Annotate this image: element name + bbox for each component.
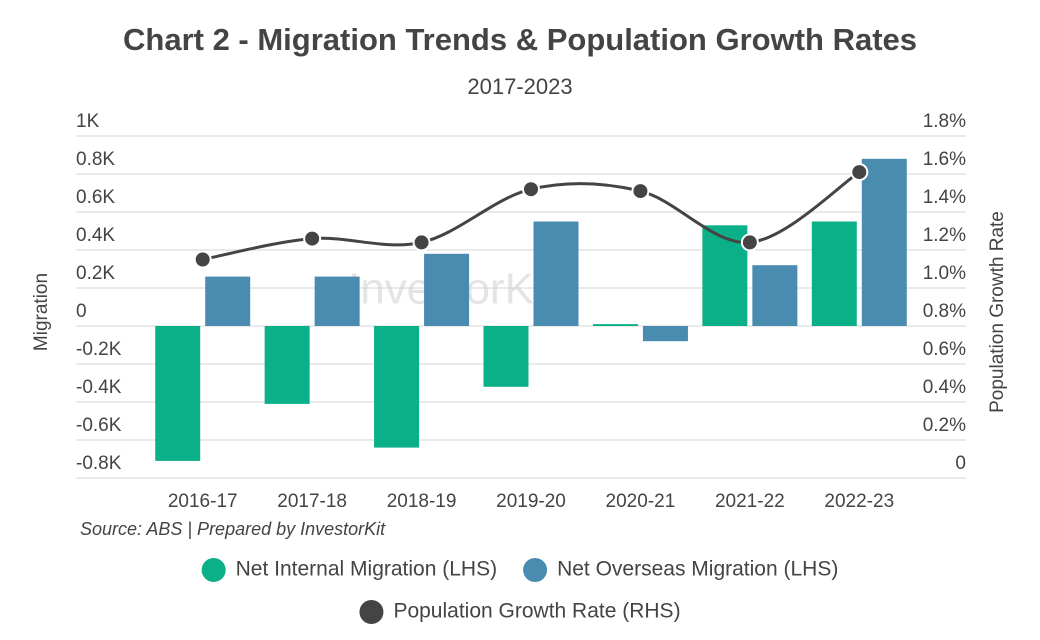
y2-tick-label: 1.0%: [923, 263, 966, 284]
y-tick-label: 0.8K: [76, 149, 115, 170]
bar: [533, 221, 579, 326]
y-tick-label: 0: [76, 301, 87, 322]
y-axis-label: Migration: [31, 273, 52, 351]
y-tick-label: 0.4K: [76, 225, 115, 246]
y2-tick-label: 0.4%: [923, 377, 966, 398]
bar: [811, 221, 857, 326]
line-point: [522, 180, 540, 199]
x-tick-label: 2020-21: [606, 491, 676, 512]
y2-tick-label: 0.2%: [923, 415, 966, 436]
chart-title: Chart 2 - Migration Trends & Population …: [123, 22, 917, 57]
x-tick-label: 2019-20: [496, 491, 566, 512]
legend-swatch: [359, 600, 384, 624]
y2-axis-label: Population Growth Rate: [987, 211, 1008, 413]
legend-swatch: [523, 558, 548, 582]
bar: [642, 326, 688, 342]
x-tick-label: 2017-18: [277, 491, 347, 512]
bar: [483, 326, 529, 387]
legend-label: Net Overseas Migration (LHS): [557, 558, 838, 581]
bar: [592, 324, 638, 326]
y-tick-label: -0.4K: [76, 377, 122, 398]
x-tick-label: 2022-23: [824, 491, 894, 512]
line-point: [850, 163, 869, 182]
line-point: [740, 233, 759, 252]
line-point: [303, 229, 322, 248]
bar: [702, 225, 748, 326]
legend-label: Population Growth Rate (RHS): [393, 600, 680, 623]
chart-subtitle: 2017-2023: [467, 74, 572, 99]
bar: [205, 276, 251, 326]
y2-tick-label: 0.6%: [923, 339, 966, 360]
legend-label: Net Internal Migration (LHS): [236, 558, 497, 581]
y-tick-label: 0.6K: [76, 187, 115, 208]
bar: [264, 326, 310, 404]
line-point: [193, 250, 212, 269]
y2-tick-label: 1.2%: [923, 225, 966, 246]
line-point: [631, 182, 650, 201]
bar: [374, 326, 420, 448]
bar: [861, 158, 907, 326]
y2-tick-label: 1.8%: [923, 111, 966, 132]
y-tick-label: -0.8K: [76, 453, 122, 474]
bar: [155, 326, 201, 461]
y-tick-label: 0.2K: [76, 263, 115, 284]
bar: [752, 265, 798, 326]
x-tick-label: 2018-19: [387, 491, 457, 512]
bar: [424, 253, 470, 326]
bar: [314, 276, 360, 326]
y-tick-label: -0.2K: [76, 339, 122, 360]
legend-swatch: [201, 558, 226, 582]
y-tick-label: -0.6K: [76, 415, 122, 436]
x-tick-label: 2021-22: [715, 491, 785, 512]
y2-tick-label: 0: [955, 453, 966, 474]
y2-tick-label: 1.4%: [923, 187, 966, 208]
y2-tick-label: 1.6%: [923, 149, 966, 170]
line-point: [412, 233, 431, 252]
source-note: Source: ABS | Prepared by InvestorKit: [80, 519, 386, 539]
y-tick-label: 1K: [76, 111, 100, 132]
y2-tick-label: 0.8%: [923, 301, 966, 322]
x-tick-label: 2016-17: [168, 491, 238, 512]
